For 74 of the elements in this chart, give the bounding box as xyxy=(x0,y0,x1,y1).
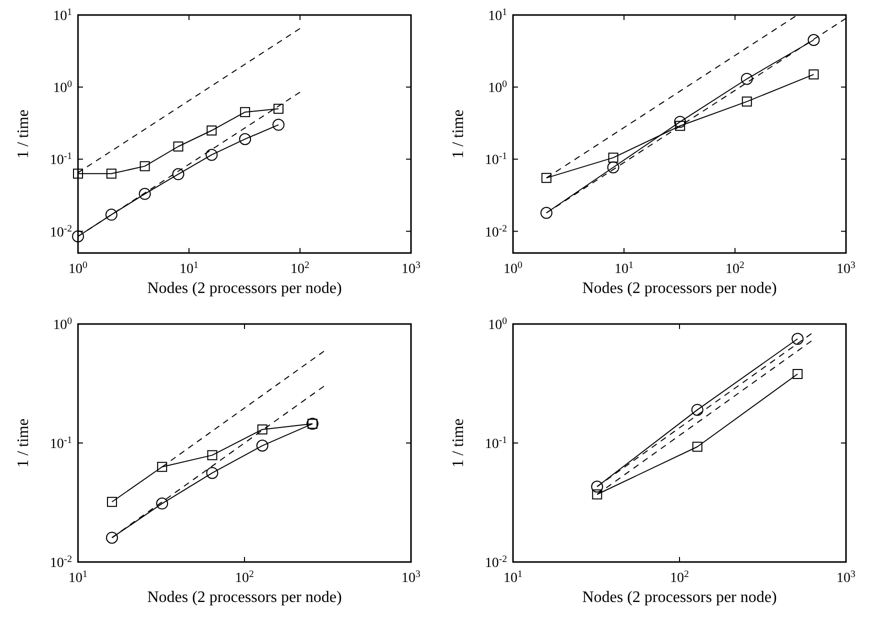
point xyxy=(273,104,284,114)
point xyxy=(256,440,268,452)
x-tick-label: 10$^{2}$ xyxy=(235,568,254,586)
y-tick-label: 10$^{0}$ xyxy=(488,78,508,96)
point xyxy=(239,133,252,146)
x-tick-label: 10$^{3}$ xyxy=(402,568,421,586)
x-tick-label: 10$^{0}$ xyxy=(68,260,88,277)
point xyxy=(674,116,686,128)
x-tick-label: 10$^{1}$ xyxy=(68,568,88,586)
y-axis-title: 1 / time xyxy=(15,418,32,468)
x-tick-label: 10$^{1}$ xyxy=(614,260,634,277)
point xyxy=(72,230,84,242)
point xyxy=(157,462,168,472)
point xyxy=(206,126,217,136)
x-tick-label: 10$^{1}$ xyxy=(180,260,199,277)
y-tick-label: 10$^{0}$ xyxy=(53,78,72,96)
point xyxy=(742,96,752,107)
point xyxy=(592,489,602,500)
x-tick-label: 10$^{2}$ xyxy=(726,260,745,277)
point xyxy=(156,498,168,510)
point xyxy=(206,466,218,479)
point xyxy=(73,168,83,179)
point xyxy=(540,206,552,219)
y-tick-label: 10$^{-1}$ xyxy=(50,150,72,168)
point xyxy=(106,168,116,179)
point xyxy=(172,168,184,180)
x-tick-label: 10$^{1}$ xyxy=(504,568,523,586)
point xyxy=(792,369,803,380)
point xyxy=(138,188,151,200)
x-axis-title: Nodes (2 processors per node) xyxy=(147,280,342,297)
y-tick-label: 10$^{1}$ xyxy=(53,6,72,24)
y-tick-label: 10$^{0}$ xyxy=(488,316,508,333)
point xyxy=(240,107,250,118)
y-axis-title: 1 / time xyxy=(15,110,32,158)
y-tick-label: 10$^{-2}$ xyxy=(50,222,72,240)
point xyxy=(740,72,753,85)
point xyxy=(675,120,686,131)
point xyxy=(106,496,117,507)
point xyxy=(608,152,618,163)
point xyxy=(541,172,552,183)
x-tick-label: 10$^{3}$ xyxy=(836,260,856,277)
point xyxy=(808,69,819,80)
y-tick-label: 10$^{-1}$ xyxy=(50,434,72,452)
x-tick-label: 10$^{3}$ xyxy=(836,568,856,586)
x-tick-label: 10$^{2}$ xyxy=(290,260,310,277)
y-tick-label: 10$^{1}$ xyxy=(488,6,508,24)
x-axis-title: Nodes (2 processors per node) xyxy=(582,589,777,606)
point xyxy=(105,208,118,221)
y-axis-title: 1 / time xyxy=(450,418,467,468)
y-tick-label: 10$^{-2}$ xyxy=(50,554,72,571)
x-tick-label: 10$^{2}$ xyxy=(670,568,690,586)
point xyxy=(206,148,218,161)
x-axis-title: Nodes (2 processors per node) xyxy=(582,280,777,297)
point xyxy=(207,450,218,460)
y-tick-label: 10$^{-2}$ xyxy=(484,554,508,571)
point xyxy=(591,480,604,493)
point xyxy=(173,142,184,152)
y-axis-title: 1 / time xyxy=(450,110,467,158)
point xyxy=(808,34,820,46)
point xyxy=(257,424,268,434)
point xyxy=(692,442,702,452)
point xyxy=(691,404,704,416)
x-tick-label: 10$^{3}$ xyxy=(402,260,421,277)
point xyxy=(106,532,118,544)
point xyxy=(272,118,284,131)
point xyxy=(792,332,804,345)
point xyxy=(140,161,150,172)
y-tick-label: 10$^{-1}$ xyxy=(484,434,508,452)
y-tick-label: 10$^{-1}$ xyxy=(484,150,508,168)
point xyxy=(607,161,620,174)
x-axis-title: Nodes (2 processors per node) xyxy=(147,589,342,606)
x-tick-label: 10$^{0}$ xyxy=(504,260,523,277)
y-tick-label: 10$^{-2}$ xyxy=(484,222,508,240)
y-tick-label: 10$^{0}$ xyxy=(53,316,72,333)
